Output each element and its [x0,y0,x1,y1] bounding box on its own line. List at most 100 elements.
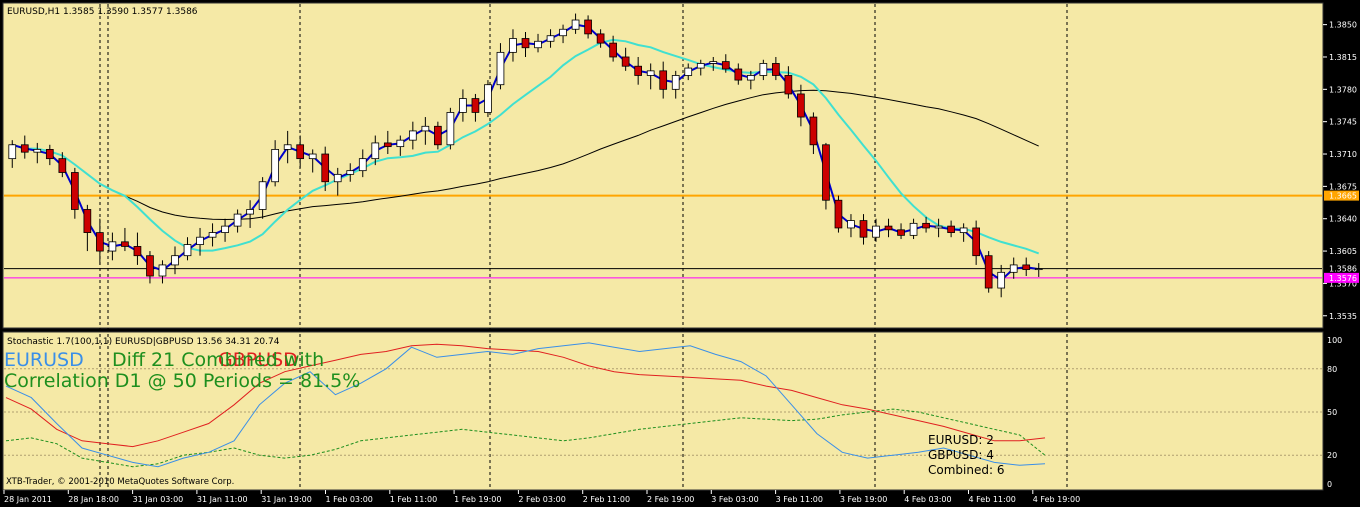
price-tick-label: 1.3745 [1329,118,1357,127]
candle-body [784,75,793,95]
candle-body [133,246,142,257]
time-tick-label: 3 Feb 11:00 [776,495,823,504]
time-tick-label: 4 Feb 11:00 [969,495,1016,504]
candle-body [884,225,893,231]
candle-body [909,222,918,236]
candle-body [922,222,930,229]
candle-body [521,38,530,49]
candle-body [671,75,680,90]
candle-body [596,33,605,44]
candle-body [246,209,254,215]
candle-body [421,125,430,132]
candle-body [734,68,743,81]
time-tick-label: 2 Feb 11:00 [583,495,630,504]
candle-body [208,232,217,238]
candle-body [158,264,167,277]
candle-body [1009,264,1018,273]
time-tick-label: 31 Jan 11:00 [197,495,248,504]
candle-body [45,149,54,160]
price-tick-label: 1.3710 [1329,150,1357,159]
candle-body [696,63,705,69]
candles [8,13,1043,298]
candle-body [1034,268,1043,271]
candle-body [484,84,492,113]
overlay-correlation: Correlation D1 @ 50 Periods = 81.5% [4,370,360,392]
time-tick-label: 3 Feb 19:00 [840,495,887,504]
candle-body [609,42,617,58]
candle-body [759,63,768,76]
horizontal-level-lines [4,194,1322,456]
candle-body [83,209,92,233]
candle-body [934,225,943,229]
candle-body [772,63,780,76]
time-tick-label: 1 Feb 11:00 [390,495,437,504]
candle-body [746,75,755,81]
candle-body [947,225,955,233]
candle-body [972,227,980,257]
mid-ma-line [12,38,1040,255]
overlay-eurusd: EURUSD [4,349,84,371]
candle-body [358,158,367,172]
candle-body [872,225,880,238]
time-axis-labels: 28 Jan 2011 28 Jan 18:00 31 Jan 03:00 31 Ja… [3,490,1080,504]
candle-body [822,144,830,201]
candle-body [146,255,154,277]
candle-body [183,244,192,257]
time-tick-label: 31 Jan 19:00 [261,495,312,504]
candle-body [496,51,505,86]
candle-body [997,271,1006,289]
time-tick-label: 2 Feb 19:00 [647,495,694,504]
count-gbpusd: GBPUSD: 4 [928,448,994,462]
candle-body [333,173,342,183]
stoch-tick-label: 100 [1327,336,1342,345]
candle-body [584,19,592,35]
stoch-tick-label: 0 [1327,480,1332,489]
candle-body [346,170,355,175]
candle-body [196,236,204,245]
time-tick-label: 3 Feb 03:00 [711,495,758,504]
time-tick-label: 31 Jan 03:00 [133,495,184,504]
candle-body [221,225,229,233]
candle-body [459,98,467,113]
candle-body [408,130,417,141]
stoch-axis [1324,332,1360,490]
price-tick-label: 1.3850 [1329,21,1357,30]
copyright: XTB-Trader, © 2001-2010 MetaQuotes Softw… [6,477,234,487]
candle-body [621,56,630,67]
candle-body [33,149,42,153]
candle-body [58,158,67,173]
candle-body [897,229,905,236]
time-tick-label: 4 Feb 19:00 [1033,495,1080,504]
candle-body [509,38,517,53]
price-tag-bg [1324,263,1359,274]
time-tick-label: 28 Jan 18:00 [68,495,119,504]
candle-body [383,142,392,148]
price-tick-label: 1.3570 [1329,279,1357,288]
candle-body [847,220,855,229]
price-tick-label: 1.3640 [1329,215,1357,224]
candle-body [396,139,405,148]
time-tick-label: 2 Feb 03:00 [518,495,565,504]
count-eurusd: EURUSD: 2 [928,433,994,447]
slow-ma-line [12,89,1039,221]
candle-body [959,227,968,233]
time-tick-label: 28 Jan 2011 [4,495,52,504]
price-tick-label: 1.3675 [1329,182,1357,191]
candle-body [8,144,17,160]
price-tag-label: 1.3576 [1329,274,1357,283]
candle-body [108,241,117,252]
candle-body [684,67,693,76]
stoch-tick-label: 50 [1327,408,1337,417]
stoch-tick-label: 20 [1327,451,1337,460]
candle-body [1022,264,1031,270]
candle-body [559,28,567,37]
candle-body [96,232,104,252]
candle-body [171,255,179,266]
candle-body [809,116,818,146]
candle-body [859,220,868,238]
diff-line [5,408,1046,468]
candle-body [471,98,480,113]
candle-body [20,144,29,153]
